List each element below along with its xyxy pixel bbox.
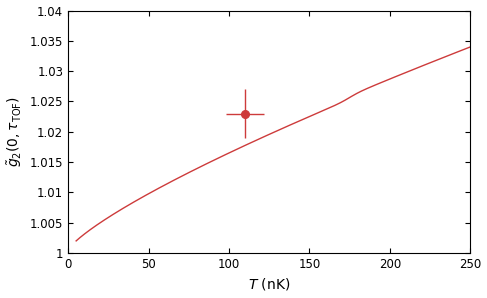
X-axis label: $T$ (nK): $T$ (nK) [248, 277, 290, 292]
Y-axis label: $\tilde{g}_2(0, \tau_{\mathrm{TOF}})$: $\tilde{g}_2(0, \tau_{\mathrm{TOF}})$ [5, 96, 24, 167]
